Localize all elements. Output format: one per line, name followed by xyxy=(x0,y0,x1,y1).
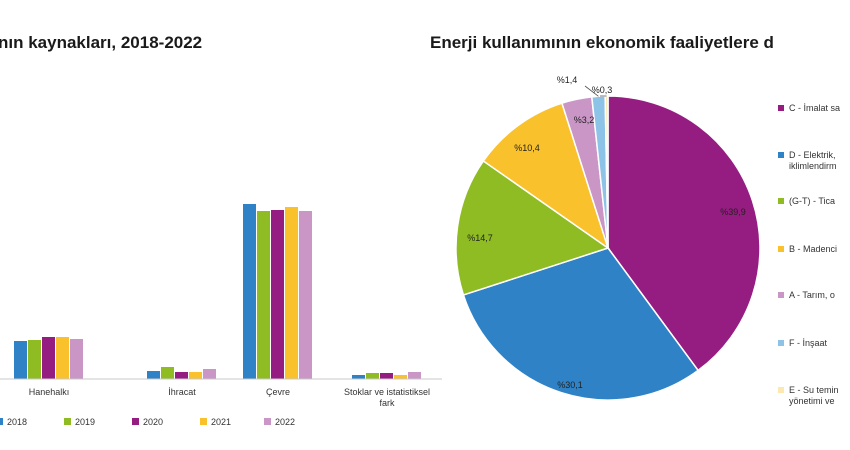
pie-legend: C - İmalat sa D - Elektrik,iklimlendirm (G… xyxy=(778,103,840,406)
bar-legend-item: 2022 xyxy=(264,417,295,427)
pie-legend-item: D - Elektrik,iklimlendirm xyxy=(778,150,837,171)
pie-leader-line xyxy=(584,85,599,97)
bar-legend-item: 2018 xyxy=(0,417,27,427)
bar-category-labels: Hanehalkı İhracat Çevre Stoklar ve istatist… xyxy=(29,387,430,408)
bar-2021-0 xyxy=(56,337,69,379)
bar-category-label: Hanehalkı xyxy=(29,387,70,397)
svg-text:2021: 2021 xyxy=(211,417,231,427)
bar-2022-2 xyxy=(299,211,312,379)
bar-2020-1 xyxy=(175,372,188,379)
bar-2022-3 xyxy=(408,372,421,379)
bar-chart xyxy=(14,204,421,379)
pie-chart-title: Enerji kullanımının ekonomik faaliyetler… xyxy=(430,33,774,52)
pie-slice-label: %3,2 xyxy=(574,115,595,125)
bar-2020-0 xyxy=(42,337,55,379)
svg-text:yönetimi ve: yönetimi ve xyxy=(789,396,835,406)
pie-legend-item: F - İnşaat xyxy=(778,338,828,348)
bar-category-label: Çevre xyxy=(266,387,290,397)
pie-legend-item: (G-T) - Tica xyxy=(778,196,835,206)
bar-2019-2 xyxy=(257,211,270,379)
bar-2020-3 xyxy=(380,373,393,379)
pie-legend-item: C - İmalat sa xyxy=(778,103,840,113)
svg-text:2022: 2022 xyxy=(275,417,295,427)
bar-2021-1 xyxy=(189,372,202,379)
bar-2022-1 xyxy=(203,369,216,379)
bar-2021-3 xyxy=(394,375,407,379)
pie-slice-1 xyxy=(462,247,700,401)
bar-2019-3 xyxy=(366,373,379,379)
pie-slice-label: %30,1 xyxy=(557,380,583,390)
bar-2020-2 xyxy=(271,210,284,379)
svg-text:C - İmalat sa: C - İmalat sa xyxy=(789,103,840,113)
bar-legend-item: 2021 xyxy=(200,417,231,427)
svg-text:A - Tarım, o: A - Tarım, o xyxy=(789,290,835,300)
pie-slice-0 xyxy=(607,95,761,372)
bar-2019-0 xyxy=(28,340,41,379)
svg-text:2018: 2018 xyxy=(7,417,27,427)
svg-text:2020: 2020 xyxy=(143,417,163,427)
svg-text:B - Madenci: B - Madenci xyxy=(789,244,837,254)
pie-legend-item: A - Tarım, o xyxy=(778,290,835,300)
pie-slice-3 xyxy=(482,102,610,250)
bar-2018-0 xyxy=(14,341,27,379)
bar-legend: 2018 2019 2020 2021 2022 xyxy=(0,417,295,427)
svg-text:E - Su temin: E - Su temin xyxy=(789,385,839,395)
bar-2018-3 xyxy=(352,375,365,379)
bar-2021-2 xyxy=(285,207,298,379)
bar-2022-0 xyxy=(70,339,83,379)
bar-2018-2 xyxy=(243,204,256,379)
svg-text:D - Elektrik,: D - Elektrik, xyxy=(789,150,836,160)
pie-chart xyxy=(455,95,761,401)
pie-slice-label: %1,4 xyxy=(557,75,578,85)
svg-text:F - İnşaat: F - İnşaat xyxy=(789,338,828,348)
pie-slice-labels: %39,9 %30,1 %14,7 %10,4 %3,2 %1,4 %0,3 xyxy=(467,75,746,390)
pie-slice-label: %39,9 xyxy=(720,207,746,217)
bar-category-label: İhracat xyxy=(168,387,196,397)
svg-text:iklimlendirm: iklimlendirm xyxy=(789,161,837,171)
bar-2019-1 xyxy=(161,367,174,379)
bar-2018-1 xyxy=(147,371,160,379)
svg-text:(G-T) - Tica: (G-T) - Tica xyxy=(789,196,835,206)
bar-legend-item: 2020 xyxy=(132,417,163,427)
svg-text:2019: 2019 xyxy=(75,417,95,427)
bar-chart-title: nın kaynakları, 2018-2022 xyxy=(0,33,202,52)
bar-legend-item: 2019 xyxy=(64,417,95,427)
bar-category-label: Stoklar ve istatistiksel fark xyxy=(344,387,430,408)
pie-slice-label: %14,7 xyxy=(467,233,493,243)
pie-slice-2 xyxy=(455,159,610,296)
pie-slice-label: %0,3 xyxy=(592,85,613,95)
pie-slice-label: %10,4 xyxy=(514,143,540,153)
pie-legend-item: B - Madenci xyxy=(778,244,837,254)
